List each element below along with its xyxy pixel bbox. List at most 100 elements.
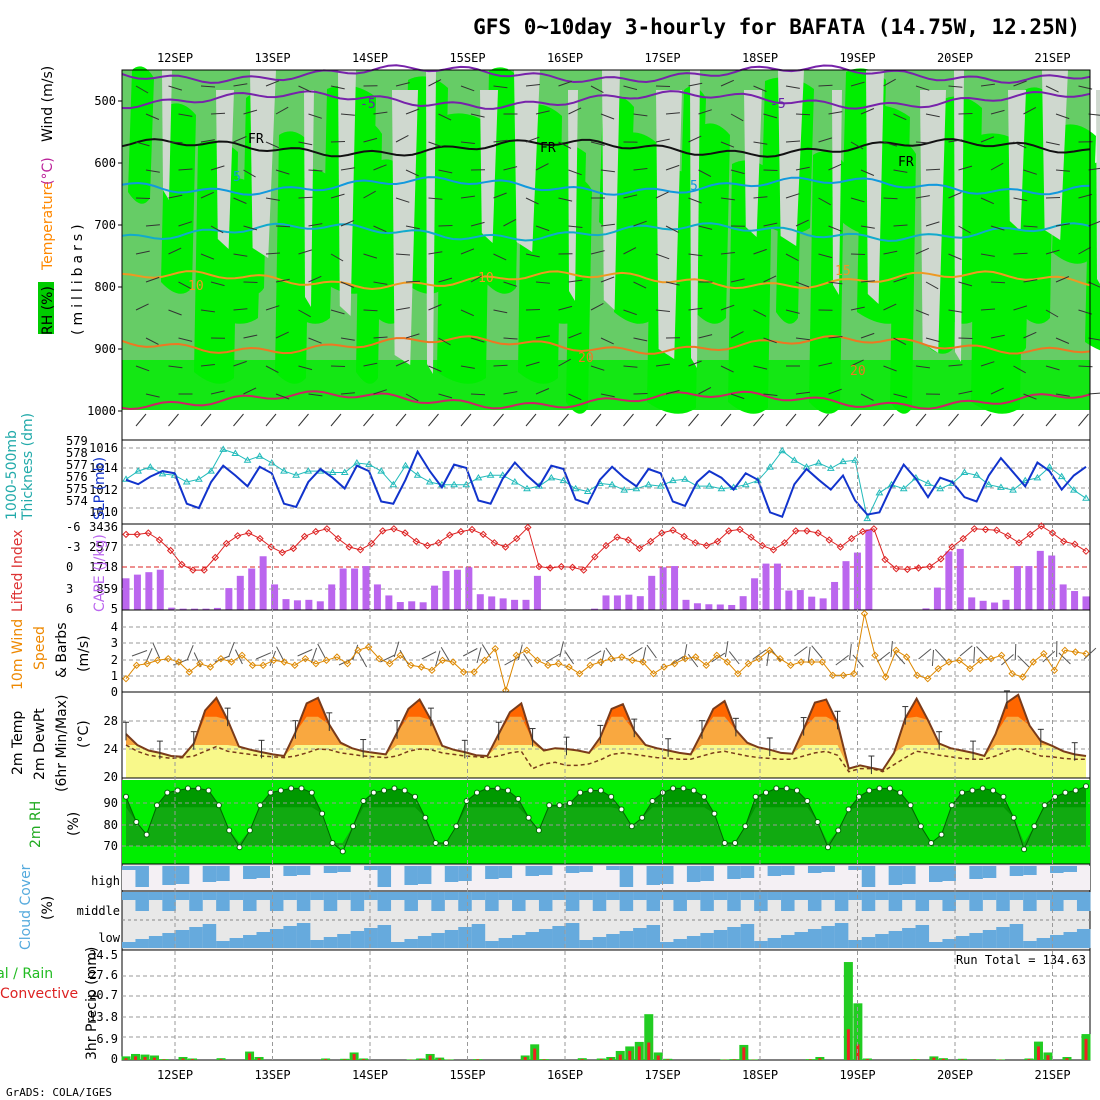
wind-barb xyxy=(1055,113,1070,120)
wind-barb xyxy=(665,281,680,286)
wind10-speed-point xyxy=(544,661,552,670)
axis-tick-label: 0 xyxy=(111,685,118,699)
surface-wind-barb xyxy=(395,413,407,427)
cape-bar xyxy=(339,568,347,610)
thickness-point xyxy=(778,446,787,454)
wind-barb xyxy=(600,276,615,283)
date-label-top: 15SEP xyxy=(449,51,485,65)
wind10-barb xyxy=(893,651,906,665)
thickness-point xyxy=(924,479,932,486)
cloud-middle-bar xyxy=(646,892,661,911)
precip-total-bar xyxy=(748,1059,758,1060)
rh-dry-tongue xyxy=(602,70,620,310)
lifted-index-point xyxy=(725,527,733,535)
cloud-low-bar xyxy=(888,931,903,948)
wind10-barb xyxy=(973,646,976,664)
wind10-panel-frame xyxy=(121,609,1091,693)
rh2m-point xyxy=(184,785,191,792)
cloud-middle-bar xyxy=(552,892,566,900)
rh2m-point xyxy=(639,814,646,821)
precip-convective-bar xyxy=(533,1048,537,1060)
lifted-index-point xyxy=(870,525,878,533)
wind-barb xyxy=(340,220,355,227)
wind-barb xyxy=(795,166,810,171)
wind10-speed-point xyxy=(438,656,447,665)
rh2m-point xyxy=(319,810,326,817)
wind10-barb xyxy=(669,655,684,666)
lifted-index-point xyxy=(937,555,945,563)
pressure-tick-label: 900 xyxy=(94,342,116,356)
cloud-low-bar xyxy=(740,924,755,948)
precip-convective-bar xyxy=(181,1058,185,1060)
slp-series xyxy=(122,445,1090,522)
wind10-speed-point xyxy=(206,663,215,671)
wind-barb xyxy=(980,253,995,257)
cloud-low-bar xyxy=(942,939,956,948)
cape-bar xyxy=(1013,566,1021,610)
wind-barb xyxy=(688,360,702,367)
lifted-index-point xyxy=(992,526,1001,534)
thickness-point xyxy=(936,484,945,492)
millibars-label: (millibars) xyxy=(70,220,86,335)
wind10-barb xyxy=(646,644,657,659)
surface-wind-barb xyxy=(948,413,959,427)
wind10-speed-point xyxy=(997,651,1006,660)
rh2m-point xyxy=(123,793,129,800)
wind-barb xyxy=(600,169,615,173)
wind10-speed-point xyxy=(976,656,985,665)
cloud-low-bar xyxy=(660,942,674,948)
wind-barb xyxy=(1013,305,1028,311)
lifted-index-point xyxy=(669,526,677,534)
date-label-top: 21SEP xyxy=(1034,51,1070,65)
wind-barb xyxy=(395,359,410,367)
rh2m-point xyxy=(680,785,687,792)
surface-wind-barb xyxy=(1013,413,1024,427)
axis-tick-label: 859 xyxy=(96,582,118,596)
cape-bar xyxy=(373,584,381,610)
wind10-barb xyxy=(1058,652,1071,665)
lifted-index-point xyxy=(133,530,141,539)
wind-barb xyxy=(795,219,809,227)
cloud-middle-bar xyxy=(431,892,445,911)
rh2m-point xyxy=(814,819,821,825)
wind-barb xyxy=(990,387,1004,395)
rh2m-point xyxy=(453,823,460,830)
wind-barb xyxy=(1055,276,1070,283)
date-label-top: 20SEP xyxy=(937,51,973,65)
cloud-high-bar xyxy=(135,866,149,887)
cape-bar xyxy=(1036,550,1044,610)
wind-barb xyxy=(958,165,973,171)
wind-barb xyxy=(210,165,225,171)
thickness-point xyxy=(620,486,629,493)
wind-barb xyxy=(623,365,638,368)
wind-barb xyxy=(265,80,280,87)
wind-barb xyxy=(688,307,703,311)
date-label-top: 16SEP xyxy=(547,51,583,65)
wind-barb xyxy=(1088,392,1100,395)
wind-barb xyxy=(210,281,225,287)
cloud-high-bar xyxy=(202,866,217,882)
wind-barb xyxy=(558,305,573,311)
wind-barb xyxy=(850,306,865,311)
wind-barb xyxy=(655,191,669,199)
wind10-barb xyxy=(976,646,988,659)
wind-barb xyxy=(210,225,224,234)
slp-label: SLP (mb) xyxy=(92,457,108,520)
axis-tick-label: 0 xyxy=(66,560,73,574)
wind-barb xyxy=(298,365,313,371)
thickness-point xyxy=(1045,463,1054,470)
thickness-point xyxy=(547,473,556,481)
wind-barb xyxy=(168,247,182,255)
wind10-speed-point xyxy=(744,659,753,668)
rh-dry-tongue xyxy=(954,70,964,362)
surface-wind-barb xyxy=(980,413,992,427)
cloud-low-bar xyxy=(592,937,607,948)
wind10-speed-point xyxy=(470,668,478,676)
wind-barb xyxy=(1045,197,1061,199)
cloud-middle-bar xyxy=(202,892,217,900)
lifted-index-point xyxy=(312,527,320,536)
rh2m-point xyxy=(649,798,656,804)
wind-barb xyxy=(405,225,420,230)
rh2m-ticks: 90 80 70 xyxy=(104,796,118,853)
wind-barb xyxy=(145,113,160,120)
